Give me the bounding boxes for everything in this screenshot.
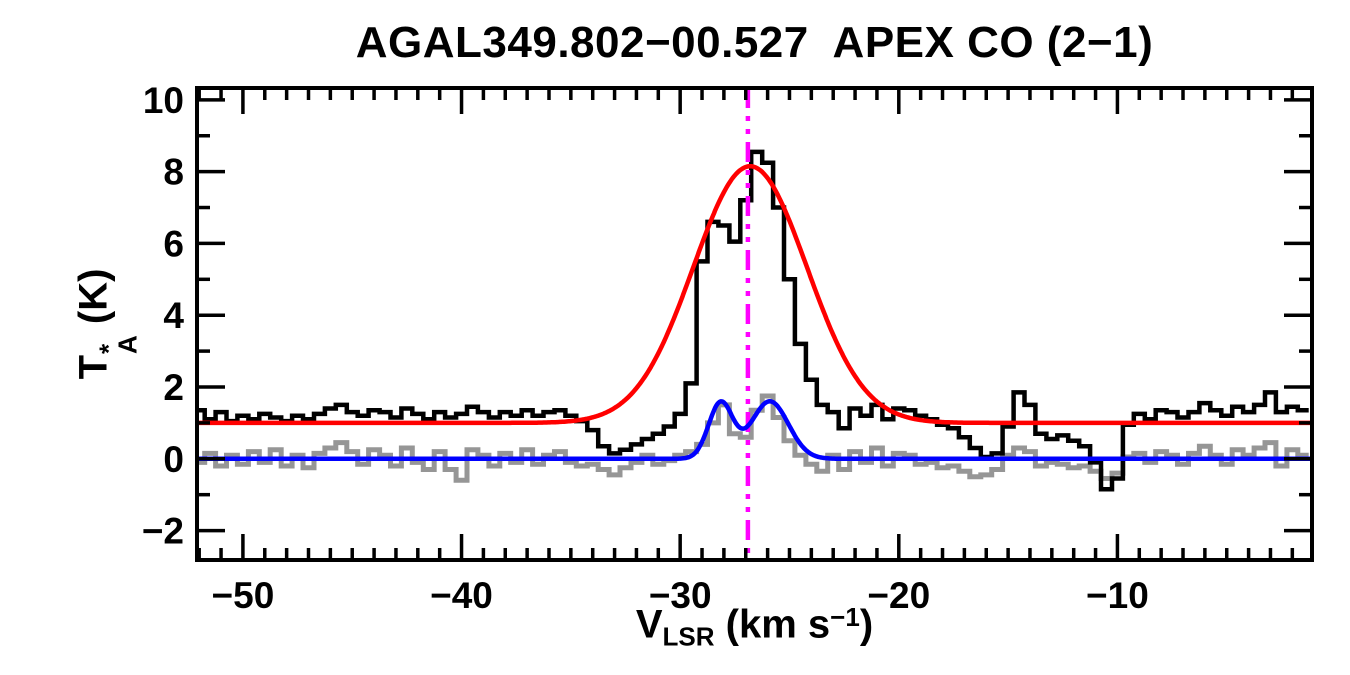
- y-axis-label-symbol: T: [71, 354, 116, 380]
- x-tick-label: −40: [430, 575, 493, 616]
- x-axis-label: VLSR (km s−1): [635, 602, 874, 652]
- x-tick-label: −30: [649, 575, 712, 616]
- x-tick-label: −50: [212, 575, 275, 616]
- y-axis-label-unit: (K): [71, 268, 116, 336]
- x-tick-label: −10: [1086, 575, 1149, 616]
- spectrum-histogram: [197, 149, 1309, 492]
- y-axis-label-scripts: * A: [93, 335, 144, 354]
- y-tick-label: 10: [143, 80, 184, 121]
- y-tick-label: −2: [142, 511, 184, 552]
- y-tick-label: 2: [163, 367, 184, 408]
- y-tick-label: 4: [163, 295, 184, 336]
- residual-fit-curve: [197, 399, 1312, 462]
- residual-histogram: [197, 393, 1309, 483]
- y-tick-label: 6: [163, 223, 184, 264]
- data-series-group: [197, 88, 1312, 560]
- x-tick-label: −20: [867, 575, 930, 616]
- x-axis-label-symbol: V: [635, 602, 663, 647]
- y-tick-label: 0: [163, 439, 184, 480]
- y-axis-label: T * A (K): [71, 268, 144, 380]
- y-tick-label: 8: [163, 152, 184, 193]
- axes-group: [195, 86, 1314, 562]
- plot-frame: [195, 86, 1314, 562]
- gaussian-fit-curve: [197, 163, 1312, 426]
- chart-title: AGAL349.802−00.527 APEX CO (2−1): [355, 18, 1154, 67]
